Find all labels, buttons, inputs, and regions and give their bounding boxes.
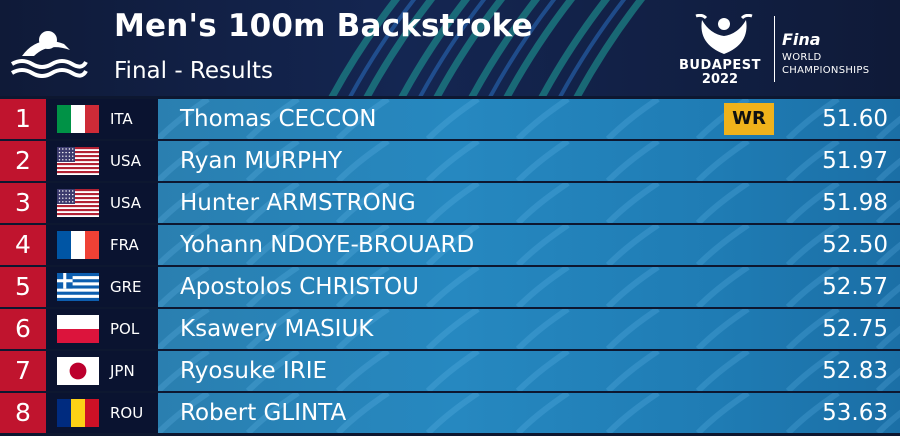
athlete-name: Thomas CECCON: [180, 106, 377, 132]
country-code: ROU: [108, 393, 158, 433]
flag-cell: [46, 393, 108, 433]
result-row: 8 ROU Robert GLINTA 53.63: [0, 393, 900, 433]
athlete-bar: Hunter ARMSTRONG 51.98: [158, 183, 900, 223]
athlete-name: Robert GLINTA: [180, 400, 347, 426]
romania-flag-icon: [57, 399, 99, 427]
flag-cell: [46, 225, 108, 265]
flag-cell: [46, 309, 108, 349]
japan-flag-icon: [57, 357, 99, 385]
athlete-name: Apostolos CHRISTOU: [180, 274, 419, 300]
result-row: 5 GRE Apostolos CHRISTOU 52.57: [0, 267, 900, 307]
fina-text: Fina: [782, 30, 821, 49]
athlete-name: Hunter ARMSTRONG: [180, 190, 416, 216]
athlete-name: Ryan MURPHY: [180, 148, 343, 174]
race-time: 51.98: [822, 190, 888, 216]
athlete-bar: Ryan MURPHY 51.97: [158, 141, 900, 181]
logo-divider: [774, 16, 775, 82]
rank-cell: 4: [0, 225, 46, 265]
flag-cell: [46, 99, 108, 139]
rank-cell: 2: [0, 141, 46, 181]
flag-cell: [46, 141, 108, 181]
rank-cell: 3: [0, 183, 46, 223]
athlete-bar: Apostolos CHRISTOU 52.57: [158, 267, 900, 307]
country-code: USA: [108, 183, 158, 223]
result-row: 3 USA Hunter ARMSTRONG 51.98: [0, 183, 900, 223]
result-row: 2 USA Ryan MURPHY 51.97: [0, 141, 900, 181]
country-code: POL: [108, 309, 158, 349]
result-row: 1 ITA Thomas CECCON WR 51.60: [0, 99, 900, 139]
greece-flag-icon: [57, 273, 99, 301]
budapest-logo-icon: [695, 14, 753, 54]
rank-cell: 1: [0, 99, 46, 139]
result-row: 7 JPN Ryosuke IRIE 52.83: [0, 351, 900, 391]
championship-logo: BUDAPEST 2022 Fina WORLD CHAMPIONSHIPS: [670, 10, 880, 90]
athlete-bar: Thomas CECCON WR 51.60: [158, 99, 900, 139]
country-code: USA: [108, 141, 158, 181]
athlete-bar: Yohann NDOYE-BROUARD 52.50: [158, 225, 900, 265]
athlete-name: Ksawery MASIUK: [180, 316, 374, 342]
race-time: 52.57: [822, 274, 888, 300]
usa-flag-icon: [57, 147, 99, 175]
flag-cell: [46, 267, 108, 307]
usa-flag-icon: [57, 189, 99, 217]
rank-cell: 8: [0, 393, 46, 433]
race-time: 53.63: [822, 400, 888, 426]
athlete-bar: Robert GLINTA 53.63: [158, 393, 900, 433]
event-title: Men's 100m Backstroke: [114, 8, 533, 44]
rank-cell: 7: [0, 351, 46, 391]
result-row: 4 FRA Yohann NDOYE-BROUARD 52.50: [0, 225, 900, 265]
country-code: GRE: [108, 267, 158, 307]
country-code: JPN: [108, 351, 158, 391]
poland-flag-icon: [57, 315, 99, 343]
wave-decoration: [328, 0, 646, 96]
header: Men's 100m Backstroke Final - Results BU…: [0, 0, 900, 96]
result-row: 6 POL Ksawery MASIUK 52.75: [0, 309, 900, 349]
record-badge: WR: [724, 103, 774, 135]
athlete-bar: Ksawery MASIUK 52.75: [158, 309, 900, 349]
country-code: FRA: [108, 225, 158, 265]
event-subtitle: Final - Results: [114, 58, 273, 84]
race-time: 52.75: [822, 316, 888, 342]
race-time: 52.50: [822, 232, 888, 258]
race-time: 52.83: [822, 358, 888, 384]
rank-cell: 6: [0, 309, 46, 349]
race-time: 51.60: [822, 106, 888, 132]
country-code: ITA: [108, 99, 158, 139]
athlete-bar: Ryosuke IRIE 52.83: [158, 351, 900, 391]
athlete-name: Yohann NDOYE-BROUARD: [180, 232, 475, 258]
city-text: BUDAPEST: [679, 58, 761, 73]
athlete-name: Ryosuke IRIE: [180, 358, 328, 384]
race-time: 51.97: [822, 148, 888, 174]
flag-cell: [46, 351, 108, 391]
championships-text: CHAMPIONSHIPS: [782, 65, 870, 76]
swimmer-icon: [10, 31, 88, 78]
italy-flag-icon: [57, 105, 99, 133]
rank-cell: 5: [0, 267, 46, 307]
flag-cell: [46, 183, 108, 223]
france-flag-icon: [57, 231, 99, 259]
year-text: 2022: [701, 72, 739, 87]
world-text: WORLD: [782, 52, 822, 63]
